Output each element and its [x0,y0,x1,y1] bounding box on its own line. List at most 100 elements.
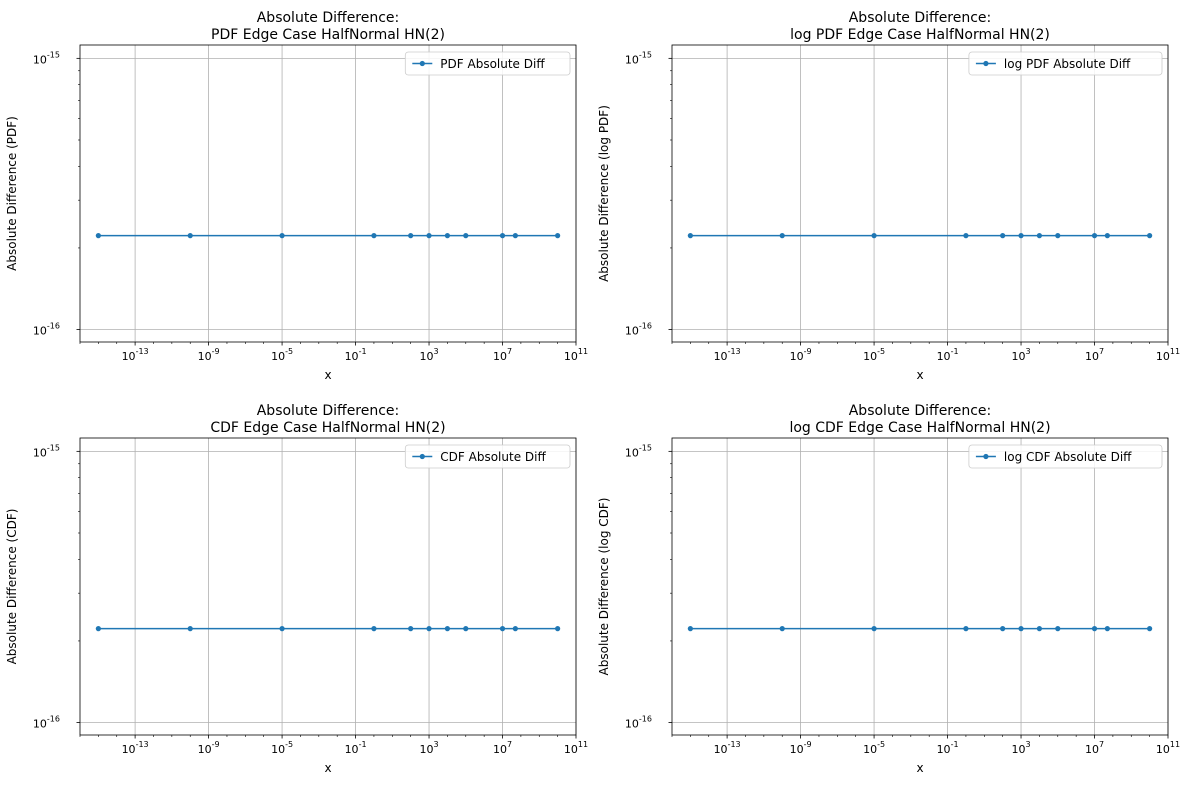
data-point [1147,626,1153,632]
subplot-2: 10-13 10-9 10-5 10-1 103 107 1011 10-16 10-15 Abs… [597,10,1180,382]
legend-box [404,444,571,469]
data-point [555,233,561,239]
data-point [95,233,101,239]
x-tick-label: 107 [1085,347,1104,363]
x-tick-label: 1011 [564,740,588,756]
x-tick-label: 10-13 [122,347,149,363]
legend-marker [419,453,425,460]
subplot-title-line-1: Absolute Difference: [849,10,992,26]
data-point [1055,233,1061,239]
data-point [1000,233,1006,239]
data-point [1091,626,1098,632]
y-tick-label: 10-15 [33,50,60,66]
x-tick-label: 10-13 [122,740,149,756]
data-point [687,626,693,632]
data-point [499,233,506,239]
subplot-title-line-2: log PDF Edge Case HalfNormal HN(2) [790,27,1050,43]
data-point [1018,626,1024,632]
x-axis-label: x [916,368,923,382]
x-tick-label: 10-9 [790,740,812,756]
x-tick-label: 10-5 [271,347,293,363]
data-point [687,233,693,239]
x-tick-label: 10-9 [790,347,812,363]
data-point [871,233,877,239]
data-point [444,626,451,632]
legend-marker [419,60,425,67]
legend-label: CDF Absolute Diff [440,450,546,464]
legend: log PDF Absolute Diff [968,51,1163,76]
subplot-title-line-2: log CDF Edge Case HalfNormal HN(2) [789,420,1050,436]
x-tick-label: 10-9 [198,347,220,363]
y-axis-label: Absolute Difference (log PDF) [597,105,611,282]
y-tick-label: 10-15 [33,443,60,459]
data-point [1055,626,1061,632]
data-point [187,626,193,632]
subplot-title-line-2: CDF Edge Case HalfNormal HN(2) [210,420,445,436]
data-point [555,626,561,632]
axes-frame [671,437,1169,736]
subplot-3: 10-13 10-9 10-5 10-1 103 107 1011 10-16 10-15 Abs… [5,403,588,775]
x-tick-label: 103 [1011,347,1030,363]
subplot-title-line-2: PDF Edge Case HalfNormal HN(2) [211,27,445,43]
y-tick-label: 10-16 [33,322,60,338]
subplot-1: 10-13 10-9 10-5 10-1 103 107 1011 10-16 10-15 Abs… [5,10,588,382]
data-point [408,626,414,632]
data-point [95,626,101,632]
y-axis-label: Absolute Difference (CDF) [5,509,19,665]
axes-frame [79,437,577,736]
data-point [1104,626,1110,632]
y-tick-label: 10-16 [625,322,652,338]
x-tick-label: 10-13 [714,740,741,756]
y-axis-label: Absolute Difference (log CDF) [597,498,611,676]
y-tick-label: 10-15 [625,50,652,66]
x-tick-label: 107 [493,740,512,756]
data-point [1091,233,1098,239]
data-point [371,626,377,632]
data-point [963,233,969,239]
data-point [512,626,518,632]
legend-box [968,444,1163,469]
x-tick-label: 10-1 [937,347,959,363]
data-point [463,233,469,239]
subplot-4: 10-13 10-9 10-5 10-1 103 107 1011 10-16 10-15 Abs… [597,403,1180,775]
data-point [371,233,377,239]
data-point [871,626,877,632]
x-tick-label: 103 [419,740,438,756]
x-tick-label: 10-1 [937,740,959,756]
x-tick-label: 1011 [1156,347,1180,363]
legend: PDF Absolute Diff [404,51,571,76]
legend: log CDF Absolute Diff [968,444,1163,469]
x-tick-label: 10-1 [345,347,367,363]
data-point [779,626,785,632]
data-point [512,233,518,239]
x-tick-label: 107 [493,347,512,363]
subplot-title-line-1: Absolute Difference: [849,403,992,419]
data-point [279,626,285,632]
x-tick-label: 10-5 [863,347,885,363]
data-point [279,233,285,239]
data-point [408,233,414,239]
data-point [1147,233,1153,239]
legend-marker [983,453,989,460]
axes-frame [79,44,577,343]
legend-label: PDF Absolute Diff [440,57,545,71]
data-point [187,233,193,239]
y-axis-label: Absolute Difference (PDF) [5,116,19,271]
x-tick-label: 10-1 [345,740,367,756]
data-point [1104,233,1110,239]
x-tick-label: 107 [1085,740,1104,756]
x-tick-label: 10-5 [271,740,293,756]
subplot-title-line-1: Absolute Difference: [257,10,400,26]
x-tick-label: 10-5 [863,740,885,756]
x-tick-label: 103 [1011,740,1030,756]
legend-label: log PDF Absolute Diff [1004,57,1131,71]
axes-frame [671,44,1169,343]
data-point [444,233,451,239]
legend-marker [983,60,989,67]
y-tick-label: 10-16 [625,715,652,731]
legend-label: log CDF Absolute Diff [1004,450,1132,464]
data-point [426,626,432,632]
data-point [463,626,469,632]
legend: CDF Absolute Diff [404,444,571,469]
